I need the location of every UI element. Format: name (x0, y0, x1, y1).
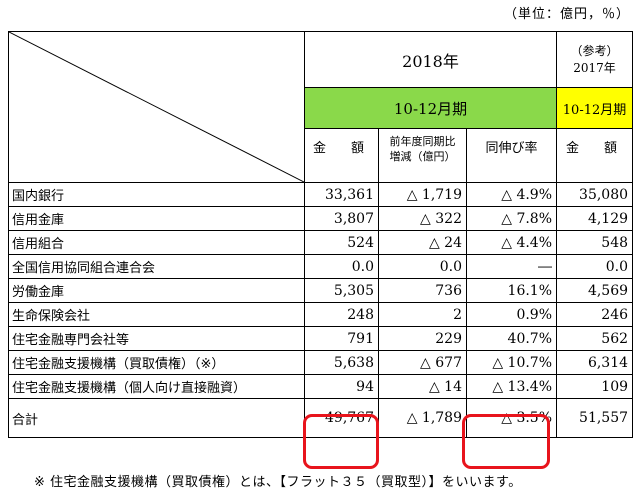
row-amount: 0.0 (304, 254, 379, 279)
row-ref: 548 (556, 230, 634, 255)
col-header-ref-amount-label: 金 額 (566, 141, 624, 156)
row-change: △ 24 (378, 230, 467, 255)
row-name: 住宅金融支援機構（個人向け直接融資） (8, 374, 305, 399)
total-name: 合計 (8, 398, 305, 438)
col-header-change-line1: 前年度同期比 (389, 135, 456, 148)
row-rate: 16.1% (465, 278, 558, 303)
col-header-rate: 同伸び率 (465, 128, 558, 183)
highlight-total-rate (462, 414, 550, 469)
row-rate: △ 7.8% (465, 206, 558, 231)
col-header-change: 前年度同期比 増減（億円） (378, 128, 467, 183)
row-amount: 5,638 (304, 350, 379, 375)
row-name: 住宅金融支援機構（買取債権）（※） (8, 350, 305, 375)
row-change: 2 (378, 302, 467, 327)
row-change: △ 322 (378, 206, 467, 231)
row-name: 労働金庫 (8, 278, 305, 303)
table-row: 住宅金融支援機構（買取債権）（※） 5,638 △ 677 △ 10.7% 6,… (8, 350, 634, 375)
header-year: 2018年 (303, 31, 558, 88)
header-reference: （参考） 2017年 (556, 31, 634, 88)
table-row: 生命保険会社 248 2 0.9% 246 (8, 302, 634, 327)
row-change: △ 1,719 (378, 182, 467, 207)
row-ref: 35,080 (556, 182, 634, 207)
row-name: 生命保険会社 (8, 302, 305, 327)
row-ref: 4,569 (556, 278, 634, 303)
table-row: 信用組合 524 △ 24 △ 4.4% 548 (8, 230, 634, 255)
col-header-amount-label: 金 額 (312, 141, 370, 156)
header-reference-year: 2017年 (573, 60, 616, 75)
row-rate: ― (465, 254, 558, 279)
row-change: 736 (378, 278, 467, 303)
row-rate: 0.9% (465, 302, 558, 327)
row-amount: 248 (304, 302, 379, 327)
row-amount: 3,807 (304, 206, 379, 231)
col-header-ref-amount: 金 額 (556, 128, 634, 183)
row-name: 全国信用協同組合連合会 (8, 254, 305, 279)
row-ref: 6,314 (556, 350, 634, 375)
col-header-change-line2: 増減（億円） (389, 150, 456, 163)
unit-label: （単位：億円，％） (503, 7, 630, 22)
row-rate: 40.7% (465, 326, 558, 351)
table-row: 全国信用協同組合連合会 0.0 0.0 ― 0.0 (8, 254, 634, 279)
row-ref: 562 (556, 326, 634, 351)
row-name: 国内銀行 (8, 182, 305, 207)
table-row: 住宅金融支援機構（個人向け直接融資） 94 △ 14 △ 13.4% 109 (8, 374, 634, 399)
table-row: 住宅金融専門会社等 791 229 40.7% 562 (8, 326, 634, 351)
total-change: △ 1,789 (378, 398, 467, 438)
row-ref: 109 (556, 374, 634, 399)
col-header-rate-label: 同伸び率 (485, 141, 538, 156)
row-ref: 246 (556, 302, 634, 327)
header-period-reference: 10-12月期 (556, 87, 634, 129)
row-name: 信用組合 (8, 230, 305, 255)
total-ref: 51,557 (556, 398, 634, 438)
row-name: 信用金庫 (8, 206, 305, 231)
row-amount: 791 (304, 326, 379, 351)
row-amount: 5,305 (304, 278, 379, 303)
row-amount: 524 (304, 230, 379, 255)
row-name: 住宅金融専門会社等 (8, 326, 305, 351)
row-ref: 0.0 (556, 254, 634, 279)
row-change: 0.0 (378, 254, 467, 279)
row-amount: 94 (304, 374, 379, 399)
row-rate: △ 10.7% (465, 350, 558, 375)
footnote: ※ 住宅金融支援機構（買取債権）とは、【フラット３５（買取型）】をいいます。 (34, 475, 522, 490)
header-corner-diagonal (8, 31, 305, 183)
row-change: 229 (378, 326, 467, 351)
highlight-total-amount (303, 414, 379, 469)
row-amount: 33,361 (304, 182, 379, 207)
lending-table: 2018年 （参考） 2017年 10-12月期 10-12月期 金 額 前年度… (8, 31, 634, 438)
row-change: △ 677 (378, 350, 467, 375)
row-ref: 4,129 (556, 206, 634, 231)
row-change: △ 14 (378, 374, 467, 399)
table-row: 労働金庫 5,305 736 16.1% 4,569 (8, 278, 634, 303)
row-rate: △ 13.4% (465, 374, 558, 399)
col-header-amount: 金 額 (304, 128, 379, 183)
header-reference-label: （参考） (570, 43, 619, 58)
row-rate: △ 4.4% (465, 230, 558, 255)
table-row: 国内銀行 33,361 △ 1,719 △ 4.9% 35,080 (8, 182, 634, 207)
row-rate: △ 4.9% (465, 182, 558, 207)
table-row: 信用金庫 3,807 △ 322 △ 7.8% 4,129 (8, 206, 634, 231)
header-period: 10-12月期 (303, 87, 558, 129)
